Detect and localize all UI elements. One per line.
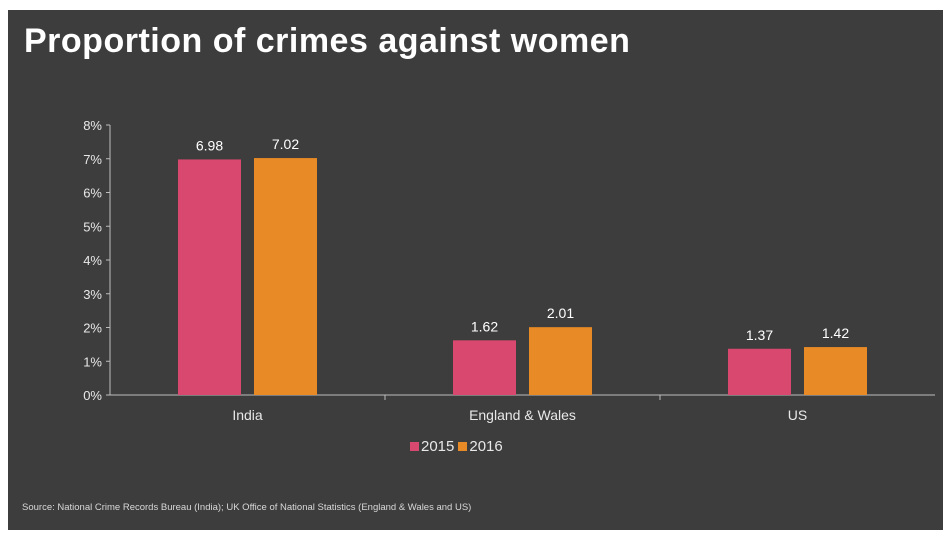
bar-2015-0 <box>178 159 241 395</box>
y-tick-label: 2% <box>83 321 102 336</box>
y-tick-label: 1% <box>83 354 102 369</box>
chart-legend: 2015 2016 <box>410 438 507 455</box>
data-label: 1.62 <box>471 318 498 334</box>
category-label: US <box>788 407 807 423</box>
legend-swatch-2016 <box>458 442 468 451</box>
y-tick-label: 4% <box>83 253 102 268</box>
bar-2016-2 <box>804 347 867 395</box>
chart-panel <box>8 10 943 530</box>
data-label: 7.02 <box>272 136 299 152</box>
source-note: Source: National Crime Records Bureau (I… <box>22 502 472 513</box>
legend-swatch-2015 <box>410 442 419 451</box>
bar-2015-1 <box>453 340 516 395</box>
y-tick-label: 6% <box>83 186 102 201</box>
y-tick-label: 0% <box>83 388 102 403</box>
legend-label-2015: 2015 <box>421 438 455 455</box>
data-label: 2.01 <box>547 305 574 321</box>
chart-title: Proportion of crimes against women <box>24 22 631 60</box>
data-label: 1.42 <box>822 325 849 341</box>
legend-label-2016: 2016 <box>469 438 503 455</box>
y-tick-label: 8% <box>83 118 102 133</box>
category-label: England & Wales <box>469 407 576 423</box>
y-tick-label: 7% <box>83 152 102 167</box>
legend-item-2016: 2016 <box>458 438 503 455</box>
bar-2016-0 <box>254 158 317 395</box>
data-label: 1.37 <box>746 327 773 343</box>
bar-2016-1 <box>529 327 592 395</box>
data-label: 6.98 <box>196 137 223 153</box>
legend-item-2015: 2015 <box>410 438 454 455</box>
category-label: India <box>232 407 263 423</box>
bar-2015-2 <box>728 348 791 395</box>
y-tick-label: 5% <box>83 219 102 234</box>
y-tick-label: 3% <box>83 287 102 302</box>
